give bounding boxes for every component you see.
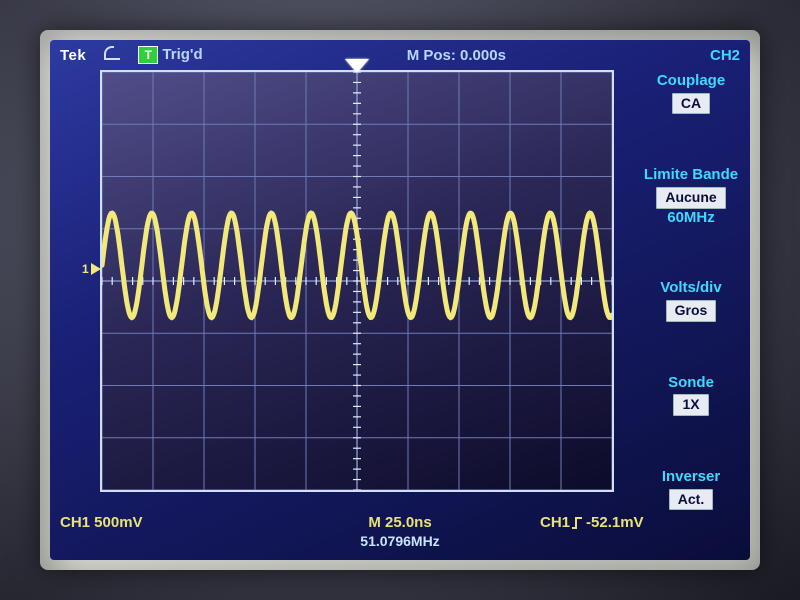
menu-bwlimit[interactable]: Limite Bande Aucune 60MHz <box>636 166 746 227</box>
menu-voltsdiv[interactable]: Volts/div Gros <box>636 279 746 321</box>
menu-invert-title: Inverser <box>662 468 720 485</box>
menu-voltsdiv-value: Gros <box>666 300 717 322</box>
menu-probe-title: Sonde <box>668 374 714 391</box>
trigger-level-readout: CH1 -52.1mV <box>540 514 740 531</box>
slope-rising-icon <box>570 516 586 530</box>
bezel: Tek T Trig'd M Pos: 0.000s CH2 1 Couplag… <box>40 30 760 570</box>
menu-probe-value: 1X <box>673 394 708 416</box>
trigger-level-value: -52.1mV <box>586 514 644 531</box>
run-icon <box>104 46 120 60</box>
waveform-plot: 1 <box>100 70 614 492</box>
ch1-scale-readout: CH1 500mV <box>60 514 260 531</box>
ch2-label: CH2 <box>710 47 740 64</box>
menu-voltsdiv-title: Volts/div <box>660 279 721 296</box>
menu-bwlimit-value: Aucune <box>656 187 725 209</box>
timebase-readout: M 25.0ns <box>260 514 540 531</box>
trigger-position-marker <box>347 59 367 73</box>
menu-invert-value: Act. <box>669 489 713 511</box>
trigger-icon: T <box>138 46 158 64</box>
trigger-status: T Trig'd <box>138 46 202 64</box>
m-position-readout: M Pos: 0.000s <box>221 47 692 64</box>
ch1-ground-label: 1 <box>82 262 89 276</box>
trigger-ch-label: CH1 <box>540 514 570 531</box>
menu-coupling-title: Couplage <box>657 72 725 89</box>
oscilloscope-screen: Tek T Trig'd M Pos: 0.000s CH2 1 Couplag… <box>50 40 750 560</box>
menu-coupling-value: CA <box>672 93 710 115</box>
menu-bwlimit-title: Limite Bande <box>644 166 738 183</box>
brand-label: Tek <box>60 47 86 64</box>
bottom-readouts: CH1 500mV M 25.0ns CH1 -52.1mV 51.0796MH… <box>60 514 740 554</box>
menu-invert[interactable]: Inverser Act. <box>636 468 746 510</box>
trigger-label: Trig'd <box>162 46 202 63</box>
waveform-trace <box>102 72 612 490</box>
menu-probe[interactable]: Sonde 1X <box>636 374 746 416</box>
menu-coupling[interactable]: Couplage CA <box>636 72 746 114</box>
frequency-readout: 51.0796MHz <box>60 533 740 549</box>
menu-bwlimit-unit: 60MHz <box>636 209 746 228</box>
topbar: Tek T Trig'd M Pos: 0.000s CH2 <box>60 44 740 66</box>
side-menu: Couplage CA Limite Bande Aucune 60MHz Vo… <box>632 66 750 516</box>
ch1-ground-marker: 1 <box>82 262 101 276</box>
